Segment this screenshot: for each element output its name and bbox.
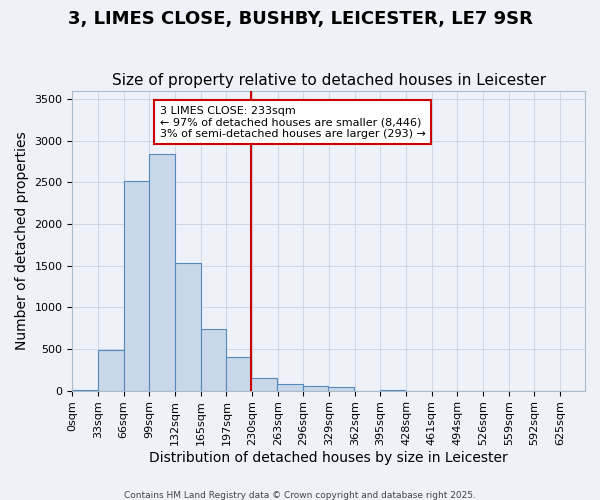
Bar [124, 180, 149, 390]
Bar [328, 388, 354, 390]
Bar [226, 358, 251, 390]
Bar [201, 330, 226, 390]
Bar [98, 350, 124, 391]
Bar [251, 378, 277, 390]
X-axis label: Distribution of detached houses by size in Leicester: Distribution of detached houses by size … [149, 451, 508, 465]
Text: 3, LIMES CLOSE, BUSHBY, LEICESTER, LE7 9SR: 3, LIMES CLOSE, BUSHBY, LEICESTER, LE7 9… [68, 10, 532, 28]
Bar [277, 384, 302, 390]
Text: Contains HM Land Registry data © Crown copyright and database right 2025.: Contains HM Land Registry data © Crown c… [124, 490, 476, 500]
Bar [175, 263, 201, 390]
Title: Size of property relative to detached houses in Leicester: Size of property relative to detached ho… [112, 73, 546, 88]
Bar [149, 154, 175, 390]
Bar [302, 386, 328, 390]
Text: 3 LIMES CLOSE: 233sqm
← 97% of detached houses are smaller (8,446)
3% of semi-de: 3 LIMES CLOSE: 233sqm ← 97% of detached … [160, 106, 425, 139]
Y-axis label: Number of detached properties: Number of detached properties [15, 132, 29, 350]
